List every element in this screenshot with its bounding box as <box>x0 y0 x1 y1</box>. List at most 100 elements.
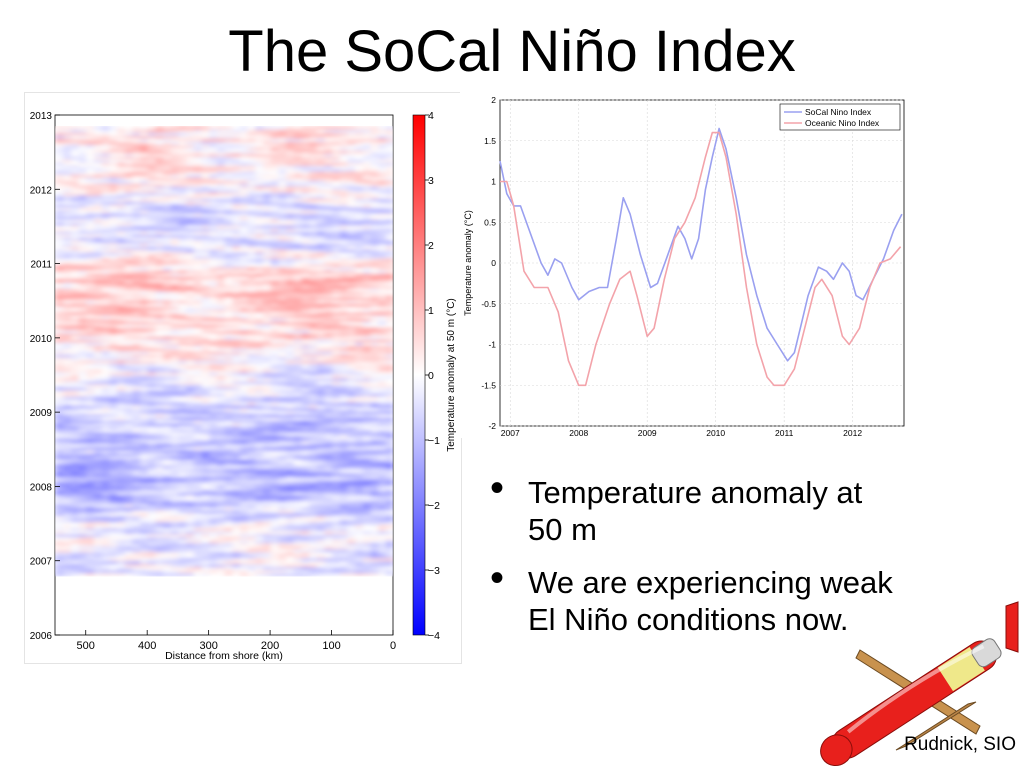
heatmap-cell <box>370 359 379 364</box>
heatmap-cell <box>185 395 194 400</box>
heatmap-cell <box>185 437 194 442</box>
heatmap-cell <box>147 237 156 241</box>
heatmap-cell <box>239 341 248 346</box>
heatmap-cell <box>385 428 393 433</box>
heatmap-cell <box>316 299 325 304</box>
heatmap-cell <box>108 326 118 331</box>
heatmap-cell <box>201 572 210 577</box>
heatmap-cell <box>78 572 87 577</box>
heatmap-cell <box>339 341 348 346</box>
heatmap-cell <box>78 500 87 505</box>
heatmap-cell <box>323 308 333 313</box>
heatmap-cell <box>101 273 110 277</box>
heatmap-cell <box>224 506 233 511</box>
heatmap-cell <box>78 452 87 457</box>
heatmap-cell <box>224 246 233 250</box>
heatmap-cell <box>262 290 271 295</box>
heatmap-cell <box>247 425 256 430</box>
heatmap-cell <box>362 470 371 475</box>
heatmap-cell <box>277 392 287 397</box>
heatmap-cell <box>185 264 194 268</box>
heatmap-cell <box>216 536 225 541</box>
heatmap-cell <box>193 326 202 331</box>
heatmap-cell <box>185 470 194 475</box>
heatmap-cell <box>316 563 325 568</box>
heatmap-cell <box>101 560 110 565</box>
heatmap-cell <box>185 560 194 565</box>
heatmap-cell <box>385 281 393 286</box>
heatmap-cell <box>154 521 164 526</box>
heatmap-cell <box>139 500 148 505</box>
heatmap-cell <box>239 267 248 271</box>
heatmap-cell <box>308 548 317 553</box>
heatmap-cell <box>262 326 271 331</box>
heatmap-cell <box>293 305 302 310</box>
heatmap-cell <box>370 506 379 511</box>
heatmap-cell <box>177 299 187 304</box>
heatmap-cell <box>201 392 210 397</box>
heatmap-cell <box>285 527 294 532</box>
heatmap-cell <box>285 455 294 460</box>
heatmap-cell <box>270 458 279 463</box>
heatmap-cell <box>346 273 356 277</box>
heatmap-cell <box>85 572 94 577</box>
heatmap-cell <box>262 488 271 493</box>
heatmap-cell <box>108 458 118 463</box>
heatmap-cell <box>101 548 110 553</box>
heatmap-cell <box>78 255 87 259</box>
heatmap-cell <box>377 551 386 556</box>
heatmap-cell <box>254 476 263 481</box>
heatmap-cell <box>201 326 210 331</box>
heatmap-cell <box>170 476 179 481</box>
heatmap-cell <box>139 386 148 391</box>
heatmap-cell <box>116 527 125 532</box>
heatmap-cell <box>346 503 356 508</box>
heatmap-cell <box>185 311 194 316</box>
heatmap-cell <box>339 401 348 406</box>
heatmap-cell <box>62 264 71 268</box>
heatmap-cell <box>193 413 202 418</box>
heatmap-cell <box>55 512 64 517</box>
heatmap-cell <box>62 560 71 565</box>
heatmap-cell <box>254 425 263 430</box>
heatmap-cell <box>216 518 225 523</box>
heatmap-cell <box>162 536 171 541</box>
heatmap-cell <box>385 317 393 322</box>
heatmap-cell <box>154 401 164 406</box>
heatmap-cell <box>323 455 333 460</box>
heatmap-cell <box>224 470 233 475</box>
heatmap-cell <box>201 407 210 412</box>
heatmap-cell <box>55 383 64 388</box>
heatmap-cell <box>331 389 340 394</box>
heatmap-cell <box>131 416 141 421</box>
heatmap-cell <box>147 446 156 451</box>
heatmap-cell <box>154 374 164 379</box>
heatmap-cell <box>216 246 225 250</box>
heatmap-cell <box>308 317 317 322</box>
heatmap-cell <box>385 258 393 262</box>
heatmap-cell <box>185 243 194 247</box>
heatmap-cell <box>316 464 325 469</box>
heatmap-cell <box>131 461 141 466</box>
heatmap-cell <box>154 416 164 421</box>
heatmap-cell <box>208 410 217 415</box>
heatmap-cell <box>308 243 317 247</box>
heatmap-cell <box>377 422 386 427</box>
heatmap-cell <box>208 404 217 409</box>
heatmap-cell <box>362 356 371 361</box>
heatmap-cell <box>201 284 210 289</box>
heatmap-cell <box>231 240 240 244</box>
heatmap-cell <box>70 422 79 427</box>
heatmap-cell <box>385 518 393 523</box>
heatmap-cell <box>62 305 71 310</box>
heatmap-cell <box>277 425 287 430</box>
heatmap-cell <box>147 470 156 475</box>
heatmap-cell <box>262 252 271 256</box>
heatmap-cell <box>354 539 363 544</box>
heatmap-cell <box>270 311 279 316</box>
heatmap-cell <box>339 255 348 259</box>
heatmap-cell <box>254 518 263 523</box>
heatmap-cell <box>293 404 302 409</box>
heatmap-cell <box>177 476 187 481</box>
heatmap-cell <box>93 551 102 556</box>
